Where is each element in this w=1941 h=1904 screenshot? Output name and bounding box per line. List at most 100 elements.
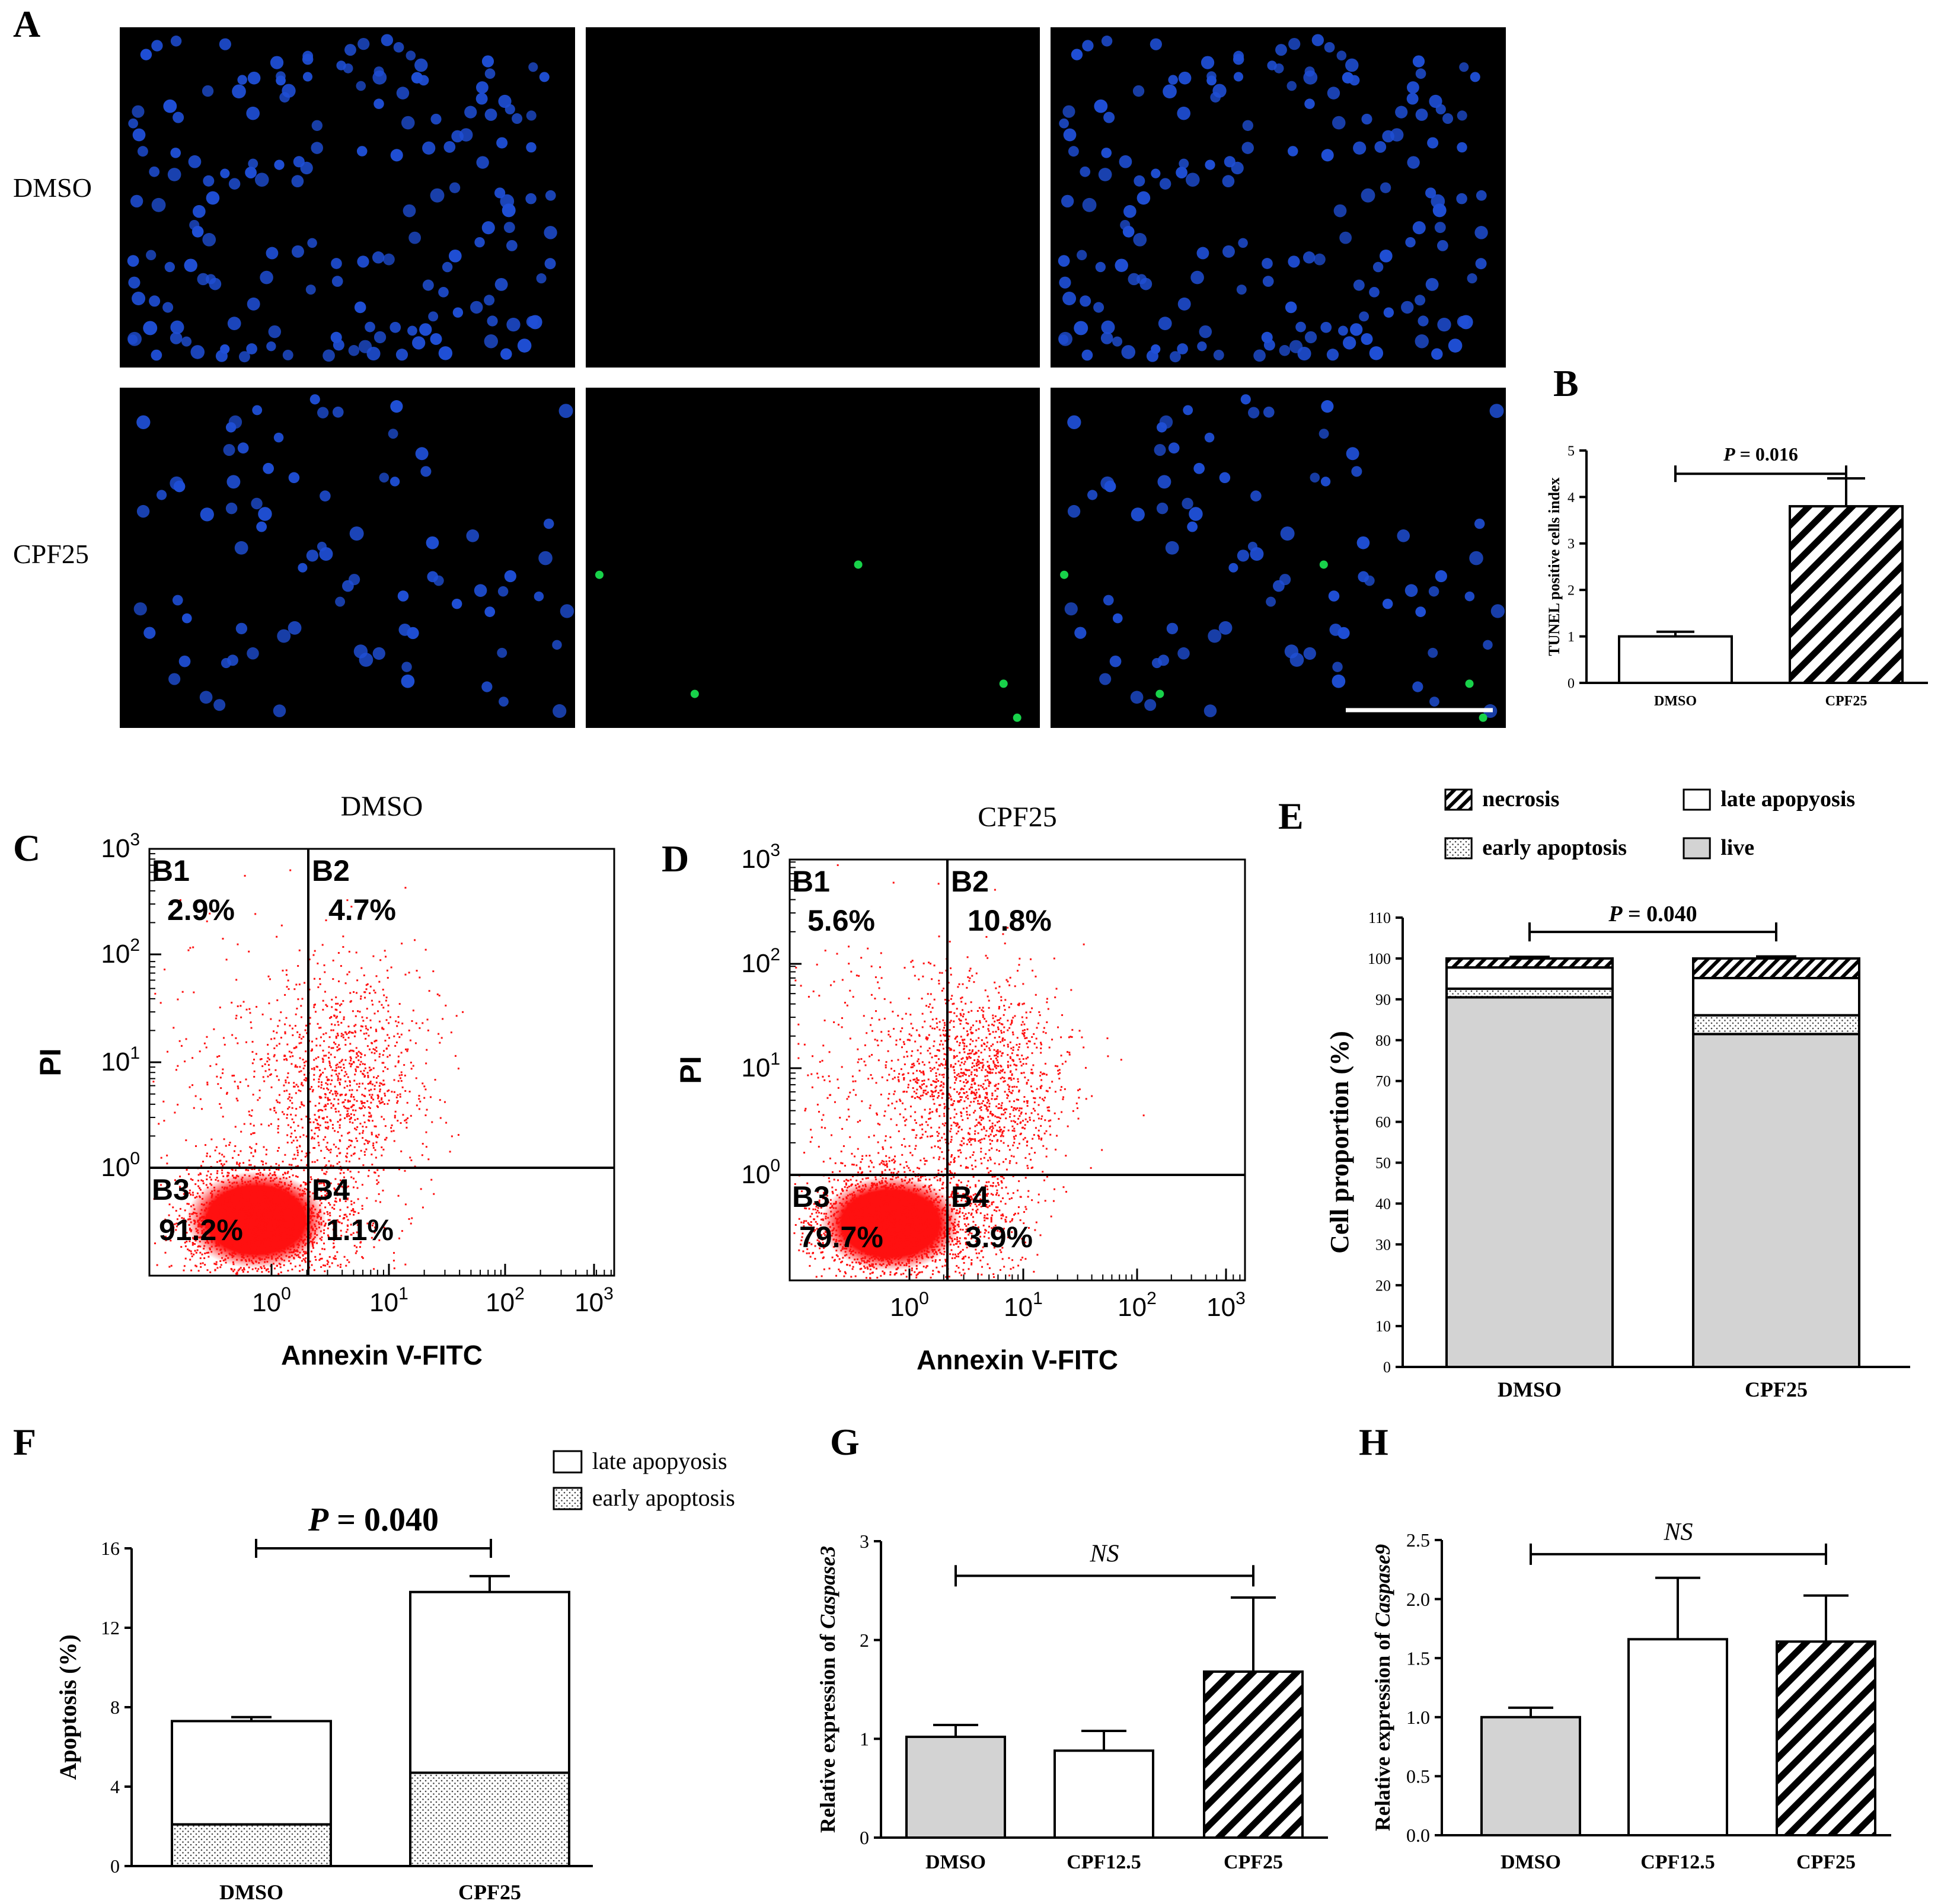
event-dot	[369, 1094, 371, 1096]
event-dot	[353, 1098, 356, 1101]
event-dot	[320, 1258, 322, 1260]
event-dot	[247, 1181, 250, 1183]
event-dot	[231, 1218, 233, 1220]
event-dot	[297, 1124, 299, 1127]
event-dot	[355, 1137, 357, 1139]
event-dot	[225, 1242, 227, 1245]
event-dot	[254, 1232, 256, 1235]
event-dot	[371, 1120, 373, 1122]
nucleus	[1101, 320, 1115, 334]
nucleus	[1406, 81, 1419, 94]
event-dot	[250, 1027, 253, 1029]
event-dot	[233, 1193, 235, 1196]
nucleus	[248, 158, 258, 169]
event-dot	[177, 1065, 179, 1067]
event-dot	[246, 1228, 248, 1231]
event-dot	[299, 1033, 301, 1036]
event-dot	[213, 1189, 216, 1191]
event-dot	[258, 1250, 261, 1252]
event-dot	[915, 1237, 918, 1239]
event-dot	[880, 1257, 882, 1260]
event-dot	[866, 1225, 869, 1228]
event-dot	[277, 1213, 279, 1215]
event-dot	[248, 950, 250, 953]
nucleus	[202, 85, 214, 97]
event-dot	[337, 1103, 340, 1105]
event-dot	[273, 1230, 276, 1232]
event-dot	[835, 1254, 838, 1256]
event-dot	[943, 1245, 946, 1247]
event-dot	[266, 1192, 269, 1194]
event-dot	[298, 1240, 301, 1242]
event-dot	[348, 1131, 350, 1133]
event-dot	[294, 1025, 296, 1027]
event-dot	[250, 1202, 253, 1204]
event-dot	[259, 1215, 261, 1217]
event-dot	[273, 1183, 276, 1186]
event-dot	[304, 1183, 307, 1186]
event-dot	[277, 1025, 279, 1027]
nucleus	[1429, 697, 1439, 707]
event-dot	[363, 974, 365, 976]
event-dot	[166, 1162, 168, 1165]
nucleus	[163, 99, 177, 113]
event-dot	[253, 1256, 255, 1258]
event-dot	[904, 1200, 906, 1202]
event-dot	[240, 1267, 242, 1269]
event-dot	[337, 1024, 340, 1026]
event-dot	[309, 1260, 311, 1263]
event-dot	[359, 998, 362, 1000]
event-dot	[274, 1069, 277, 1071]
event-dot	[232, 1225, 235, 1228]
event-dot	[311, 1242, 314, 1245]
event-dot	[285, 1234, 288, 1237]
event-dot	[213, 1224, 215, 1226]
event-dot	[945, 1235, 947, 1237]
event-dot	[372, 1048, 375, 1050]
event-dot	[248, 1247, 250, 1250]
event-dot	[288, 1242, 290, 1244]
event-dot	[355, 1031, 357, 1034]
event-dot	[956, 1237, 959, 1239]
event-dot	[249, 1221, 251, 1223]
event-dot	[414, 1042, 417, 1044]
event-dot	[334, 1189, 336, 1191]
event-dot	[275, 1177, 277, 1179]
nucleus	[414, 58, 428, 72]
event-dot	[303, 1224, 305, 1226]
event-dot	[397, 1015, 400, 1018]
event-dot	[222, 1206, 224, 1209]
nucleus	[505, 104, 515, 114]
event-dot	[373, 1125, 376, 1127]
event-dot	[197, 1270, 200, 1272]
event-dot	[339, 1062, 341, 1064]
event-dot	[205, 1207, 207, 1209]
event-dot	[202, 1262, 204, 1264]
event-dot	[196, 1229, 199, 1231]
event-dot	[831, 1205, 834, 1207]
event-dot	[885, 1200, 888, 1202]
event-dot	[279, 1232, 282, 1234]
event-dot	[209, 912, 211, 915]
event-dot	[315, 1228, 318, 1230]
event-dot	[228, 1208, 230, 1210]
event-dot	[218, 1207, 220, 1209]
event-dot	[837, 1210, 839, 1213]
event-dot	[254, 1250, 257, 1252]
event-dot	[388, 1022, 390, 1024]
event-dot	[400, 1033, 403, 1036]
event-dot	[330, 1029, 333, 1031]
event-dot	[202, 1231, 204, 1234]
event-dot	[860, 1219, 862, 1221]
event-dot	[911, 1259, 914, 1261]
event-dot	[337, 1264, 339, 1267]
event-dot	[279, 1247, 282, 1249]
event-dot	[273, 1107, 276, 1109]
event-dot	[420, 1188, 422, 1190]
event-dot	[350, 1095, 352, 1098]
event-dot	[288, 1208, 290, 1210]
nucleus	[1222, 175, 1235, 188]
event-dot	[228, 1199, 231, 1202]
event-dot	[257, 1268, 260, 1270]
event-dot	[326, 1087, 328, 1090]
